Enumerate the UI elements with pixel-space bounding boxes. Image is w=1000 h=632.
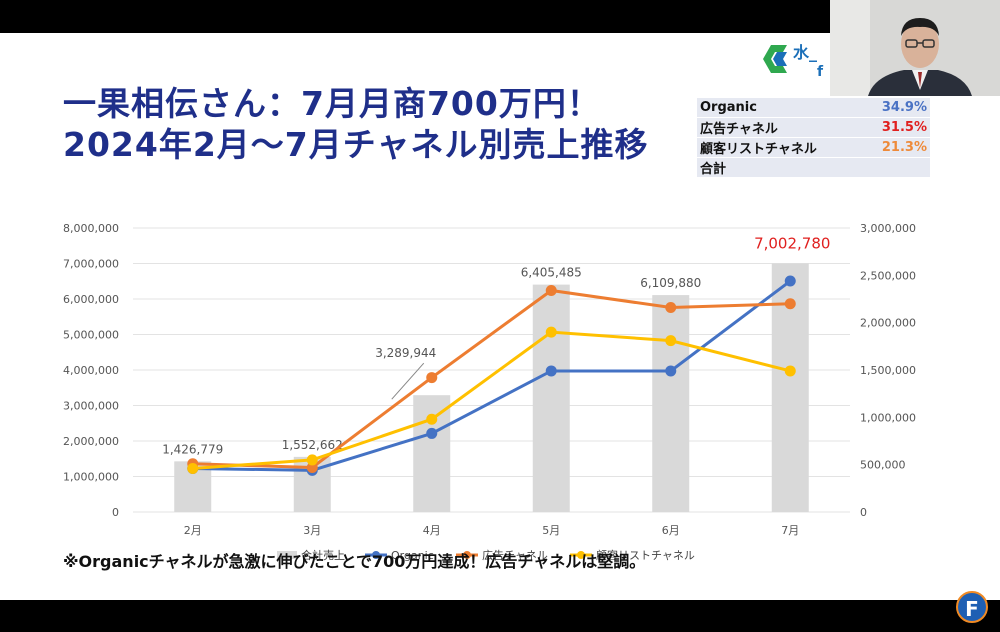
y-left-tick-label: 0 xyxy=(112,506,119,519)
x-tick-label: 7月 xyxy=(781,524,799,537)
share-label: 広告チャネル xyxy=(697,117,862,138)
series-point xyxy=(784,298,796,310)
y-right-tick-label: 0 xyxy=(860,506,867,519)
legend-swatch-marker xyxy=(372,551,380,559)
corner-badge-icon: F xyxy=(956,591,988,623)
y-right-tick-label: 1,500,000 xyxy=(860,364,916,377)
y-left-tick-label: 4,000,000 xyxy=(63,364,119,377)
legend-swatch-bar xyxy=(277,551,297,559)
y-right-tick-label: 2,000,000 xyxy=(860,317,916,330)
y-right-tick-label: 3,000,000 xyxy=(860,222,916,235)
series-point xyxy=(306,454,318,466)
company-logo: 水_ f xyxy=(763,43,824,79)
series-point xyxy=(784,275,796,287)
x-tick-label: 5月 xyxy=(542,524,560,537)
x-tick-label: 6月 xyxy=(662,524,680,537)
y-right-tick-label: 500,000 xyxy=(860,459,906,472)
share-label: 顧客リストチャネル xyxy=(697,137,862,158)
logo-text: 水_ xyxy=(793,43,817,62)
x-tick-label: 2月 xyxy=(184,524,202,537)
share-value: 31.5% xyxy=(861,117,930,138)
share-value xyxy=(861,157,930,178)
series-point xyxy=(665,302,677,314)
y-left-tick-label: 3,000,000 xyxy=(63,400,119,413)
series-point xyxy=(784,365,796,377)
presenter-webcam xyxy=(830,0,1000,96)
slide-note: ※Organicチャネルが急激に伸びたことで700万円達成！広告チャネルは堅調。 xyxy=(63,552,646,571)
series-point xyxy=(545,365,557,377)
y-left-tick-label: 7,000,000 xyxy=(63,258,119,271)
y-left-tick-label: 8,000,000 xyxy=(63,222,119,235)
series-line xyxy=(192,330,791,470)
share-value: 21.3% xyxy=(861,137,930,158)
series-point xyxy=(545,284,557,296)
bar-data-label: 1,426,779 xyxy=(162,442,223,456)
channel-share-table: Organic 34.9% 広告チャネル 31.5% 顧客リストチャネル 21.3% 合計 xyxy=(697,98,930,178)
y-right-tick-label: 1,000,000 xyxy=(860,411,916,424)
share-label: Organic xyxy=(697,98,862,118)
bar-data-label: 3,289,944 xyxy=(375,346,436,360)
slide-title-line1: 一果相伝さん：7月月商700万円！ xyxy=(63,84,601,123)
y-left-tick-label: 1,000,000 xyxy=(63,471,119,484)
series-line xyxy=(192,279,792,472)
x-tick-label: 4月 xyxy=(423,524,441,537)
y-left-tick-label: 5,000,000 xyxy=(63,329,119,342)
share-row: 広告チャネル 31.5% xyxy=(697,117,930,138)
series-line xyxy=(192,288,791,470)
share-row: 顧客リストチャネル 21.3% xyxy=(697,137,930,158)
bar-data-label: 6,405,485 xyxy=(521,266,582,280)
slide-title-line2: 2024年2月～7月チャネル別売上推移 xyxy=(63,125,649,164)
y-left-tick-label: 6,000,000 xyxy=(63,293,119,306)
bar-total-sales xyxy=(532,284,570,512)
presenter-figure xyxy=(830,0,1000,96)
sales-chart: 0 1,000,000 2,000,000 3,000,000 4,000,000 5,0… xyxy=(63,222,916,562)
bar-data-label: 1,552,662 xyxy=(282,438,343,452)
bar-data-label: 6,109,880 xyxy=(640,276,701,290)
series-point xyxy=(187,462,199,474)
bar-total-sales xyxy=(652,295,690,512)
legend-swatch-marker xyxy=(577,551,585,559)
y-left-tick-label: 2,000,000 xyxy=(63,435,119,448)
series-point xyxy=(306,462,318,474)
series-point xyxy=(426,427,438,439)
x-tick-label: 3月 xyxy=(303,524,321,537)
legend-label: 広告チャネル xyxy=(482,549,548,562)
share-value: 34.9% xyxy=(861,98,930,118)
series-point xyxy=(426,413,438,425)
legend-label: 顧客リストチャネル xyxy=(596,548,695,562)
slide: 一果相伝さん：7月月商700万円！ 2024年2月～7月チャネル別売上推移 水_… xyxy=(0,33,1000,600)
bar-total-sales xyxy=(413,395,451,512)
legend-label: Organic xyxy=(391,549,434,562)
y-right-tick-label: 2,500,000 xyxy=(860,269,916,282)
legend-swatch-marker xyxy=(463,551,471,559)
share-label: 合計 xyxy=(697,157,862,178)
series-point xyxy=(426,372,438,384)
share-row: Organic 34.9% xyxy=(697,98,930,118)
series-point xyxy=(665,365,677,377)
series-point xyxy=(665,335,677,347)
legend-label: 合計売上 xyxy=(301,548,345,562)
logo-text-2: f xyxy=(817,64,824,79)
label-leader-line xyxy=(391,362,425,400)
share-row: 合計 xyxy=(697,157,930,178)
bar-data-label-highlight: 7,002,780 xyxy=(754,234,830,252)
series-point xyxy=(545,326,557,338)
